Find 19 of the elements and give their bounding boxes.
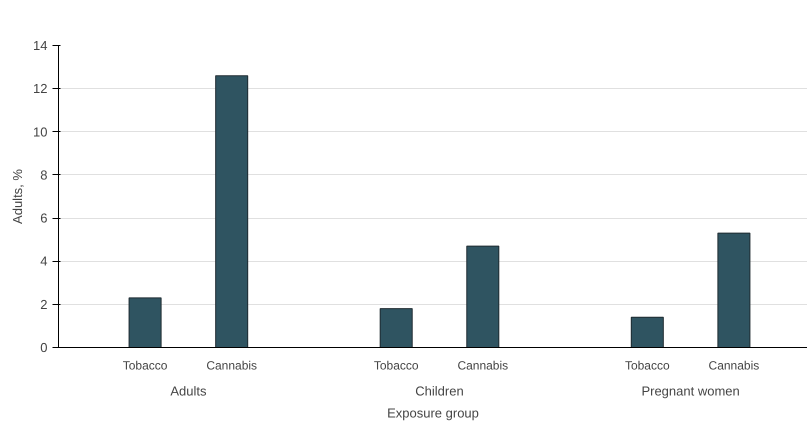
y-axis-title: Adults, % [10, 168, 26, 224]
text: Pregnant women [641, 384, 740, 398]
y-tick-label: 4 [40, 254, 48, 269]
y-tick-label: 14 [33, 38, 48, 53]
x-tick-label: Tobacco [374, 358, 419, 372]
x-tick-label: Tobacco [624, 358, 670, 372]
y-tick-label: 10 [33, 124, 48, 140]
y-tick-label: 2 [40, 296, 48, 312]
y-tick-label: 0 [40, 340, 48, 355]
y-tick-label: 6 [40, 210, 48, 226]
text: Children [415, 384, 464, 398]
y-tick-label: 12 [33, 81, 48, 96]
x-tick-label: Cannabis [457, 358, 508, 372]
x-tick-label: Cannabis [708, 358, 760, 372]
y-tick-label: 8 [40, 167, 48, 182]
x-axis-title: Exposure group [387, 406, 479, 420]
text: Adults [170, 384, 207, 398]
x-tick-label: Cannabis [206, 358, 258, 372]
x-tick-label: Tobacco [122, 358, 168, 372]
